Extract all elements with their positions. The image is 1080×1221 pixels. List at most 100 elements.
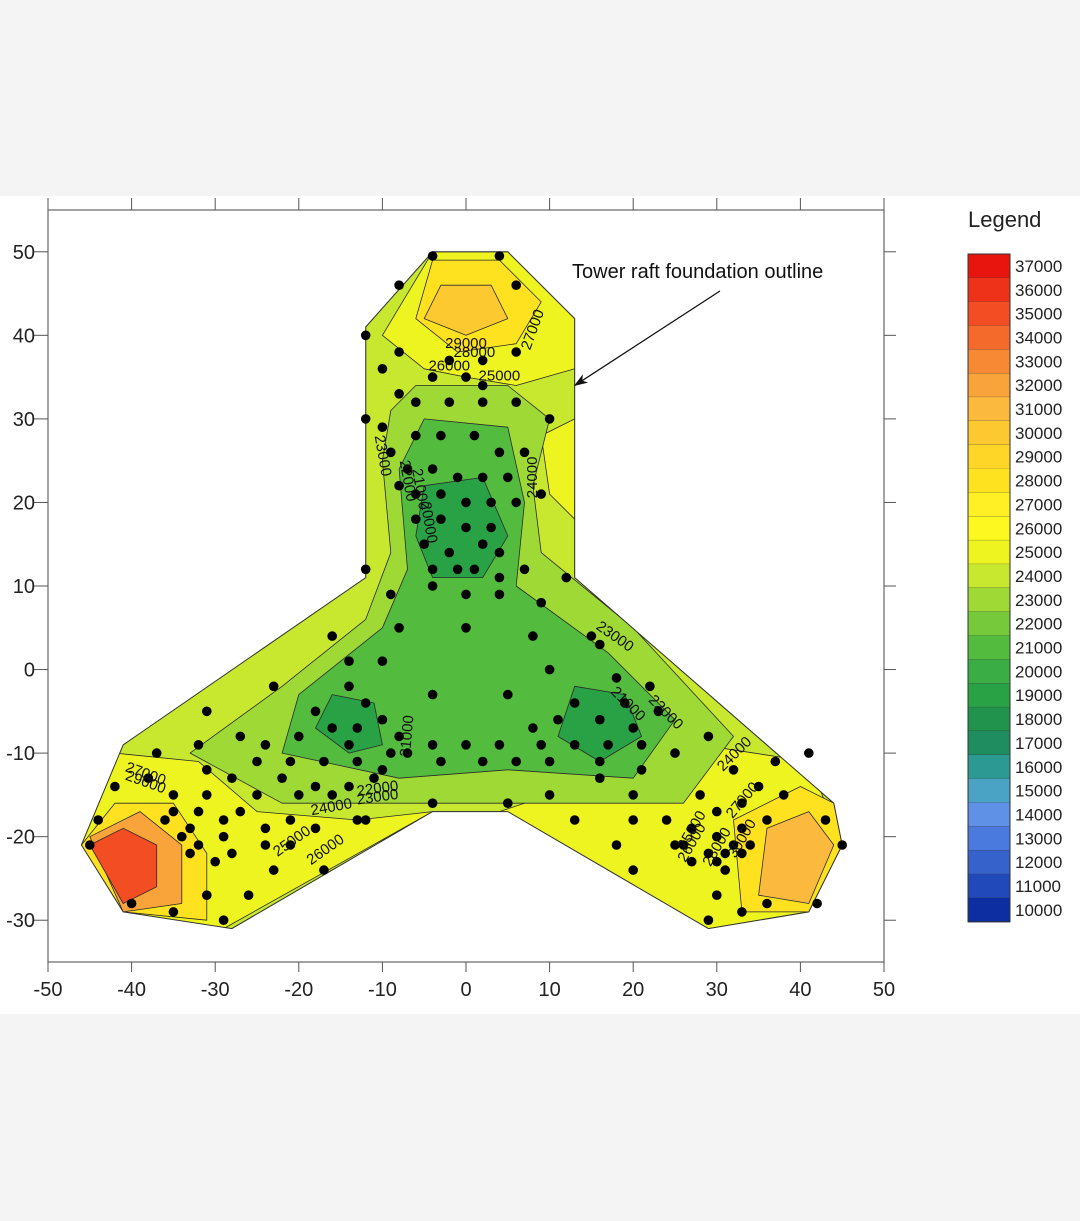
measurement-point (310, 781, 321, 792)
measurement-point (377, 765, 388, 775)
measurement-point (528, 631, 538, 641)
measurement-point (536, 597, 546, 608)
measurement-point (394, 280, 404, 290)
legend-swatch (968, 778, 1010, 803)
measurement-point (185, 823, 195, 834)
measurement-point (268, 681, 279, 692)
measurement-point (193, 740, 204, 750)
measurement-point (386, 589, 396, 600)
measurement-point (436, 756, 446, 767)
legend-swatch (968, 826, 1010, 851)
measurement-point (377, 714, 388, 725)
measurement-point (503, 798, 513, 808)
legend-swatch (968, 850, 1010, 875)
measurement-point (427, 372, 438, 382)
legend-swatch (968, 802, 1010, 827)
legend-swatch (968, 683, 1010, 708)
measurement-point (427, 689, 438, 700)
legend-swatch (968, 587, 1010, 613)
measurement-point (569, 698, 580, 708)
y-tick-label: 10 (13, 576, 35, 598)
measurement-point (285, 756, 296, 767)
measurement-point (310, 706, 321, 717)
measurement-point (561, 572, 572, 583)
measurement-point (595, 756, 605, 767)
measurement-point (168, 806, 179, 817)
measurement-point (352, 815, 363, 825)
measurement-point (569, 740, 580, 750)
measurement-point (528, 723, 538, 733)
legend-label: 30000 (1015, 424, 1062, 443)
legend-label: 17000 (1015, 734, 1062, 753)
measurement-point (177, 831, 187, 842)
measurement-point (436, 514, 446, 524)
legend-label: 10000 (1015, 901, 1062, 920)
legend-swatch (968, 659, 1010, 684)
measurement-point (461, 740, 471, 750)
legend-swatch (968, 277, 1010, 303)
measurement-point (695, 790, 705, 800)
x-tick-label: 30 (706, 979, 728, 1001)
measurement-point (611, 840, 622, 850)
legend-swatch (968, 325, 1010, 350)
measurement-point (569, 815, 580, 825)
measurement-point (419, 539, 430, 549)
measurement-point (636, 765, 647, 775)
legend-swatch (968, 254, 1010, 279)
measurement-point (294, 731, 304, 742)
measurement-point (427, 464, 438, 474)
measurement-point (160, 815, 170, 825)
measurement-point (477, 539, 488, 549)
measurement-point (494, 572, 505, 583)
measurement-point (360, 330, 371, 341)
legend-swatch (968, 540, 1010, 565)
measurement-point (411, 430, 421, 441)
measurement-point (285, 815, 296, 825)
legend-swatch (968, 611, 1010, 637)
legend-label: 35000 (1015, 305, 1062, 324)
measurement-point (611, 673, 622, 683)
legend-swatch (968, 635, 1010, 660)
measurement-point (243, 890, 254, 900)
measurement-point (595, 773, 605, 783)
contour-chart: 29000 28000 26000 25000 27000 23000 22000 21000… (0, 196, 1080, 1014)
measurement-point (645, 681, 655, 692)
measurement-point (202, 890, 212, 900)
measurement-point (227, 848, 237, 859)
measurement-point (369, 773, 379, 783)
contour-label: 22000 (356, 777, 400, 800)
measurement-point (193, 840, 204, 850)
measurement-point (394, 389, 404, 399)
measurement-point (93, 815, 103, 825)
y-tick-label: 50 (13, 242, 35, 264)
legend-swatch (968, 349, 1010, 374)
annotation-text: Tower raft foundation outline (572, 261, 823, 283)
measurement-point (218, 915, 229, 925)
measurement-point (720, 865, 730, 875)
measurement-point (636, 740, 647, 750)
measurement-point (603, 740, 613, 750)
measurement-point (494, 547, 505, 558)
legend-swatch (968, 516, 1010, 541)
measurement-point (712, 831, 722, 842)
contour-label: 23000 (371, 434, 395, 478)
measurement-point (252, 756, 262, 767)
measurement-point (452, 564, 463, 575)
measurement-point (511, 280, 521, 290)
y-tick-label: 20 (13, 492, 35, 514)
measurement-point (544, 664, 555, 675)
contour-label: 26000 (428, 357, 470, 374)
measurement-point (310, 823, 321, 834)
measurement-point (360, 815, 371, 825)
legend-label: 27000 (1015, 495, 1062, 514)
contour-label: 22000 (396, 459, 420, 503)
y-tick-label: -30 (6, 910, 35, 932)
legend-label: 18000 (1015, 710, 1062, 729)
x-tick-label: -40 (117, 979, 146, 1001)
contour-region (423, 284, 509, 336)
legend-label: 19000 (1015, 686, 1062, 705)
measurement-point (762, 898, 772, 909)
measurement-point (444, 355, 455, 366)
legend-border (967, 253, 1011, 923)
measurement-point (477, 355, 488, 366)
